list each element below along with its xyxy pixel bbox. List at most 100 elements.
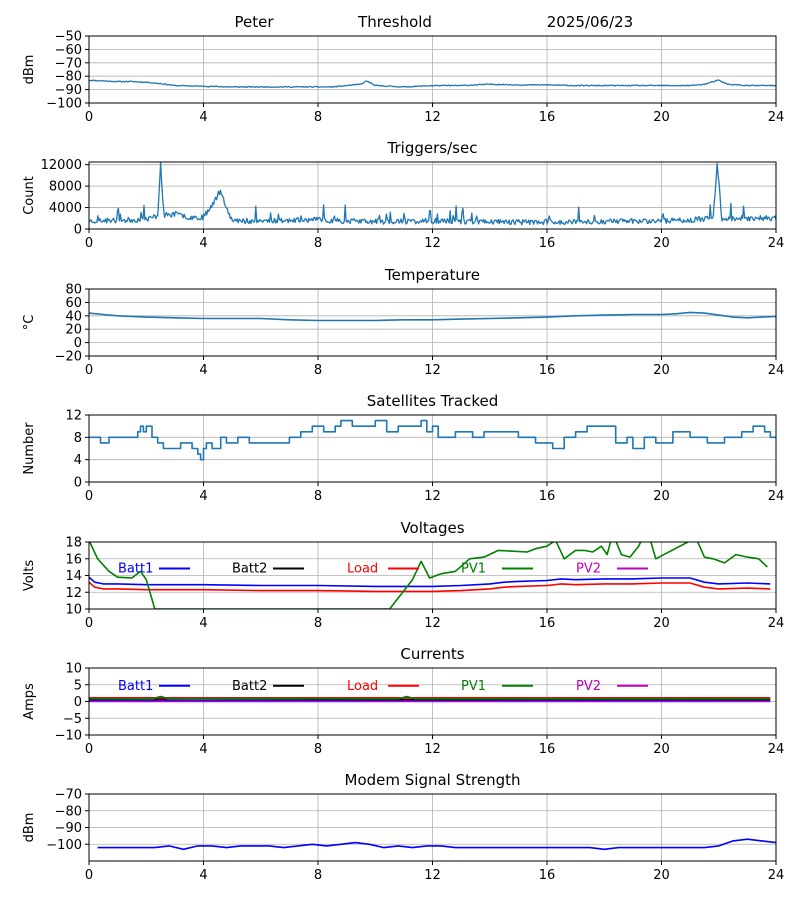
- chart-satellites: Satellites Tracked Number 0 4 8 12 16 20 24 0 4 8 12: [22, 392, 784, 504]
- x-tick-label: 16: [539, 363, 556, 378]
- x-tick-label: 24: [768, 236, 785, 251]
- series-line-pv1: [89, 542, 768, 609]
- legend-label: PV1: [461, 679, 486, 694]
- legend-label: Batt1: [118, 679, 153, 694]
- y-tick-label: 18: [65, 536, 82, 551]
- y-tick-label: −100: [46, 97, 82, 112]
- x-tick-label: 12: [424, 489, 441, 504]
- x-tick-label: 24: [768, 868, 785, 883]
- y-axis-label: dBm: [22, 813, 37, 843]
- chart-title: Satellites Tracked: [367, 392, 498, 410]
- chart-modem: Modem Signal Strength dBm 0 4 8 12 16 20 24 −100 −…: [22, 771, 784, 883]
- x-tick-label: 20: [653, 110, 670, 125]
- x-tick-label: 16: [539, 110, 556, 125]
- y-tick-label: 16: [65, 552, 82, 567]
- x-tick-label: 4: [199, 616, 207, 631]
- y-tick-label: 4: [74, 453, 82, 468]
- x-tick-label: 20: [653, 616, 670, 631]
- x-tick-label: 16: [539, 236, 556, 251]
- x-tick-label: 12: [424, 742, 441, 757]
- x-tick-label: 20: [653, 742, 670, 757]
- y-tick-label: 8000: [49, 180, 82, 195]
- x-tick-label: 16: [539, 489, 556, 504]
- x-tick-label: 0: [85, 236, 93, 251]
- chart-currents: Currents Amps Batt1 Batt2 Load PV1 PV2 0 4 8 12 16 2…: [22, 645, 784, 757]
- y-tick-label: −90: [55, 83, 82, 98]
- x-tick-label: 12: [424, 363, 441, 378]
- y-tick-label: 0: [74, 336, 82, 351]
- x-tick-label: 4: [199, 868, 207, 883]
- x-tick-label: 24: [768, 110, 785, 125]
- legend-label: Batt1: [118, 561, 153, 576]
- y-tick-label: 12: [65, 409, 82, 424]
- y-tick-label: 40: [65, 309, 82, 324]
- legend-label: PV2: [576, 561, 601, 576]
- y-tick-label: 80: [65, 283, 82, 298]
- y-axis-label: °C: [22, 315, 37, 331]
- y-tick-label: −80: [55, 70, 82, 85]
- x-tick-label: 8: [314, 742, 322, 757]
- y-tick-label: −5: [63, 712, 82, 727]
- x-tick-label: 12: [424, 236, 441, 251]
- y-tick-label: −90: [55, 821, 82, 836]
- y-tick-label: −100: [46, 838, 82, 853]
- x-tick-label: 0: [85, 110, 93, 125]
- legend-label: PV1: [461, 561, 486, 576]
- legend-label: Load: [347, 679, 378, 694]
- chart-threshold: dBm 0 4 8 12 16 20 24 −100−90−80−70−60−50: [22, 30, 784, 126]
- x-tick-label: 16: [539, 742, 556, 757]
- series-line: [89, 79, 776, 89]
- y-axis-label: Count: [22, 176, 37, 215]
- x-tick-label: 0: [85, 616, 93, 631]
- x-tick-label: 0: [85, 868, 93, 883]
- y-tick-label: 12000: [41, 158, 82, 173]
- x-tick-label: 20: [653, 489, 670, 504]
- x-tick-label: 0: [85, 363, 93, 378]
- x-tick-label: 12: [424, 110, 441, 125]
- x-tick-label: 16: [539, 616, 556, 631]
- y-tick-label: 0: [74, 695, 82, 710]
- y-tick-label: 60: [65, 296, 82, 311]
- x-tick-label: 12: [424, 868, 441, 883]
- chart-title: Temperature: [384, 266, 480, 284]
- chart-title: Modem Signal Strength: [345, 771, 521, 789]
- x-tick-label: 8: [314, 363, 322, 378]
- chart-title: Voltages: [400, 519, 464, 537]
- header-date: 2025/06/23: [547, 13, 633, 31]
- x-tick-label: 0: [85, 742, 93, 757]
- series-line: [97, 838, 776, 851]
- x-tick-label: 4: [199, 742, 207, 757]
- header-subtitle: Threshold: [357, 13, 432, 31]
- x-tick-label: 8: [314, 236, 322, 251]
- chart-title: Triggers/sec: [387, 139, 478, 157]
- y-tick-label: 8: [74, 431, 82, 446]
- x-tick-label: 4: [199, 489, 207, 504]
- y-tick-label: 20: [65, 323, 82, 338]
- x-tick-label: 24: [768, 616, 785, 631]
- y-tick-label: −60: [55, 43, 82, 58]
- x-tick-label: 8: [314, 868, 322, 883]
- x-tick-label: 24: [768, 489, 785, 504]
- y-tick-label: −20: [55, 350, 82, 365]
- x-tick-label: 12: [424, 616, 441, 631]
- chart-title: Currents: [400, 645, 464, 663]
- x-tick-label: 16: [539, 868, 556, 883]
- y-tick-label: 10: [65, 662, 82, 677]
- legend-label: PV2: [576, 679, 601, 694]
- x-tick-label: 0: [85, 489, 93, 504]
- y-tick-label: 12: [65, 586, 82, 601]
- x-tick-label: 8: [314, 489, 322, 504]
- y-tick-label: 0: [74, 223, 82, 238]
- x-tick-label: 24: [768, 363, 785, 378]
- y-axis-label: Amps: [22, 683, 37, 720]
- x-tick-label: 20: [653, 363, 670, 378]
- x-tick-label: 20: [653, 236, 670, 251]
- series-line-batt1: [89, 576, 771, 588]
- chart-voltages: Voltages Volts Batt1 Batt2 Load PV1 PV2 0 4 8 12 16…: [22, 519, 784, 631]
- x-tick-label: 8: [314, 110, 322, 125]
- series-line: [89, 311, 776, 322]
- series-line: [89, 162, 776, 226]
